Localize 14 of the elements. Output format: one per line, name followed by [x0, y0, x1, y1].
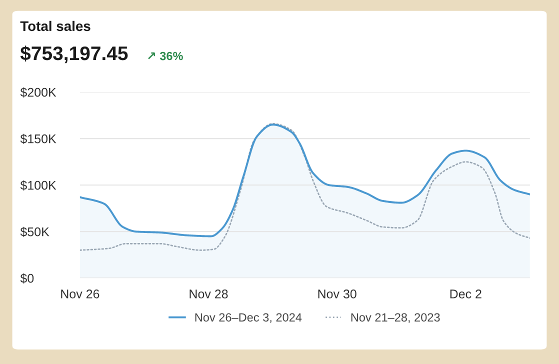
legend-label: Nov 21–28, 2023 — [351, 313, 440, 323]
legend-label: Nov 26–Dec 3, 2024 — [195, 313, 302, 323]
x-tick-label: Dec 2 — [450, 290, 482, 298]
chart-subtitle: $753,197.45 — [20, 46, 128, 64]
x-tick-label: Nov 30 — [318, 290, 356, 298]
chart-title: Total sales — [20, 20, 90, 32]
text: ↗ 36% — [148, 52, 183, 60]
x-tick-label: Nov 28 — [190, 290, 228, 298]
y-tick-label: $0 — [20, 273, 34, 284]
y-tick-label: $50K — [20, 226, 50, 237]
x-tick-label: Nov 26 — [61, 290, 100, 298]
y-tick-label: $150K — [20, 134, 56, 144]
y-tick-label: $100K — [20, 180, 56, 190]
y-tick-label: $200K — [20, 87, 56, 98]
